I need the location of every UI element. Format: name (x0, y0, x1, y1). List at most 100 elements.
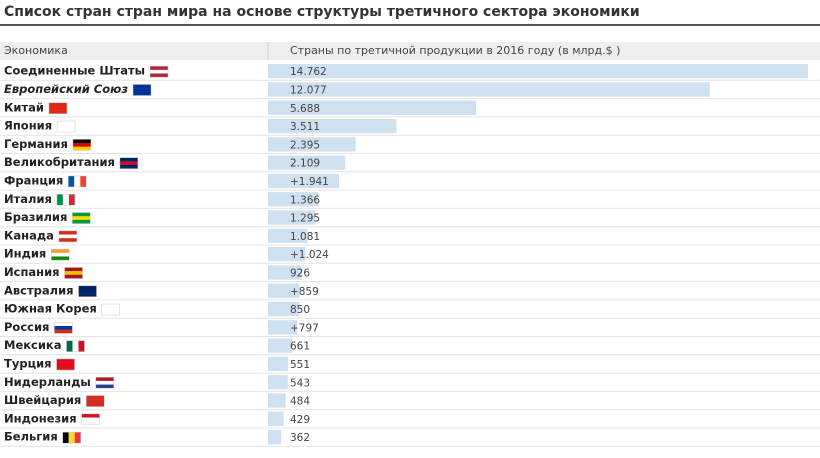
category-label: Индонезия (4, 411, 77, 425)
value-header: Страны по третичной продукции в 2016 год… (290, 44, 620, 57)
flag-border (68, 175, 87, 188)
value-label: 850 (290, 304, 310, 316)
flag-part (86, 399, 105, 404)
flag-part (95, 384, 114, 389)
flag-part (133, 88, 152, 92)
flag-part (150, 66, 169, 71)
flag-border (51, 248, 70, 261)
flag-part (86, 402, 105, 407)
value-label: 1.366 (290, 194, 320, 206)
bar (268, 228, 308, 243)
flag-part (81, 413, 100, 418)
flag-border (56, 194, 76, 206)
category-label: Германия (4, 137, 68, 151)
category-label: Испания (4, 265, 60, 279)
bar (268, 338, 293, 353)
flag-border (62, 431, 81, 444)
category-label: Турция (4, 356, 52, 370)
flag-part (48, 106, 67, 111)
flag-part (78, 289, 97, 294)
value-label: +797 (290, 322, 319, 334)
flag-part (78, 285, 97, 290)
bar (268, 247, 306, 262)
flag-part (119, 161, 138, 166)
flag-border (54, 322, 73, 334)
flag-part (68, 432, 75, 444)
category-label: Австралия (4, 283, 74, 297)
value-label: 5.688 (290, 103, 320, 115)
value-label: +1.941 (290, 176, 329, 188)
category-label: Китай (4, 100, 44, 114)
category-label: Канада (4, 228, 54, 242)
bar (268, 265, 302, 280)
flag-part (57, 124, 76, 129)
value-label: 3.511 (290, 121, 320, 133)
flag-part (78, 340, 85, 352)
flag-part (150, 69, 169, 74)
flag-part (51, 249, 70, 254)
bar (268, 64, 808, 79)
value-label: 1.081 (290, 231, 320, 243)
flag-border (101, 303, 121, 316)
flag-part (74, 432, 81, 444)
header-row (0, 42, 820, 60)
flag-part (95, 380, 114, 385)
flag-part (51, 252, 70, 257)
flag-part (68, 194, 75, 206)
flag-part (57, 121, 76, 125)
category-label: Индия (4, 247, 46, 261)
category-label: Европейский Союз (4, 82, 128, 96)
flag-part (72, 139, 91, 144)
category-label: Южная Корея (4, 302, 97, 316)
flag-part (57, 128, 76, 133)
category-label: Франция (4, 173, 63, 187)
bar (268, 210, 316, 225)
flag-border (81, 413, 100, 426)
flag-part (72, 219, 91, 224)
flag-border (119, 157, 139, 169)
flag-part (48, 102, 67, 107)
value-label: 484 (290, 396, 310, 408)
value-label: 543 (290, 377, 310, 389)
flag-part (62, 432, 69, 444)
value-label: 926 (290, 267, 310, 279)
flag-part (54, 326, 73, 330)
flag-part (101, 304, 120, 308)
flag-border (64, 267, 83, 279)
bar (268, 100, 477, 115)
flag-part (81, 417, 100, 422)
category-label: Великобритания (4, 155, 115, 169)
category-label: Россия (4, 320, 49, 334)
category-label: Швейцария (4, 393, 81, 407)
flag-part (58, 238, 77, 243)
value-label: 2.395 (290, 139, 320, 151)
flag-part (72, 340, 79, 352)
flag-border (72, 212, 91, 224)
flag-border (56, 120, 76, 133)
flag-part (101, 307, 120, 312)
flag-part (64, 267, 83, 272)
flag-part (56, 366, 75, 371)
flag-border (58, 230, 78, 243)
flag-part (51, 256, 70, 261)
flag-part (64, 274, 83, 279)
value-label: +1.024 (290, 249, 329, 261)
bar (268, 192, 318, 207)
category-label: Италия (4, 192, 52, 206)
value-label: +859 (290, 286, 319, 298)
flag-part (68, 175, 75, 187)
value-label: 1.295 (290, 213, 320, 225)
bar (268, 283, 300, 298)
flag-part (58, 230, 77, 235)
flag-part (80, 175, 87, 187)
category-label: Бельгия (4, 430, 58, 444)
bar (268, 82, 710, 97)
flag-part (133, 84, 152, 89)
flag-part (72, 212, 91, 217)
flag-part (72, 143, 91, 147)
flag-border (86, 395, 105, 407)
flag-part (81, 421, 100, 426)
value-label: 12.077 (290, 84, 327, 96)
flag-part (72, 216, 91, 221)
